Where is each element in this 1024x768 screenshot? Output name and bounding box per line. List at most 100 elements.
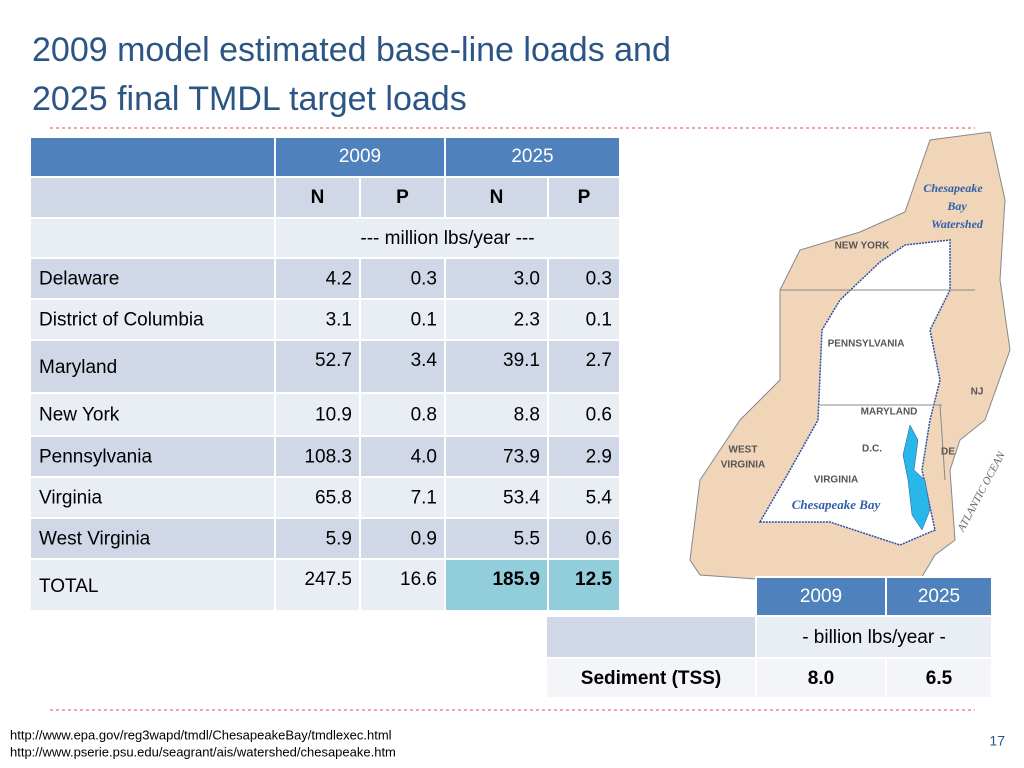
table-value: 3.0 [514,269,540,290]
table-value: 10.9 [315,405,352,426]
state-line [939,404,946,481]
bay [902,424,931,531]
table-cell [444,298,549,341]
table-value: 6.5 [926,668,953,689]
table-cell [444,136,621,178]
table-value: 0.1 [411,310,437,331]
map-label: DE [941,447,955,458]
table-cell [547,176,621,219]
table-value: 2.3 [514,310,540,331]
footer-link[interactable]: http://www.pserie.psu.edu/seagrant/ais/w… [10,744,396,759]
table-cell [29,558,276,612]
table-cell [274,217,621,259]
row-label: Maryland [39,357,117,378]
row-label: Pennsylvania [39,447,152,468]
map-label: VIRGINIA [721,460,765,471]
column-header: 2025 [511,146,553,167]
table-cell [444,176,549,219]
table-cell [29,176,276,219]
table-value: 108.3 [304,447,352,468]
table-value: 3.1 [326,310,352,331]
table-cell [444,558,549,612]
column-header: 2009 [339,146,381,167]
map-label: VIRGINIA [814,475,858,486]
table-cell [29,298,276,341]
table-cell [547,298,621,341]
table-value: 0.1 [586,310,612,331]
map-label: ATLANTIC OCEAN [955,449,1008,534]
table-value: 185.9 [492,569,540,590]
map-label: Bay [946,199,967,213]
table-cell [359,176,446,219]
table-cell [547,339,621,394]
table-cell [444,517,549,560]
table-value: 0.6 [586,529,612,550]
sub-header: P [578,187,591,208]
table-cell [29,217,276,259]
column-header: 2025 [918,586,960,607]
map-label: NEW YORK [835,241,891,252]
sub-header: N [490,187,504,208]
table-cell [547,558,621,612]
row-label: Sediment (TSS) [581,668,721,689]
table-cell [29,136,276,178]
table-value: 0.8 [411,405,437,426]
table-cell [359,298,446,341]
table-cell [547,257,621,300]
table-value: 5.9 [326,529,352,550]
table-cell [274,435,361,478]
table-cell [755,657,887,699]
table-value: 4.2 [326,269,352,290]
table-value: 0.3 [411,269,437,290]
row-label: Virginia [39,488,102,509]
row-label: Delaware [39,269,119,290]
table-cell [547,476,621,519]
map-label: WEST [729,445,758,456]
table-value: 5.4 [586,488,613,509]
table-value: 0.9 [411,529,437,550]
title-line: 2025 final TMDL target loads [32,80,467,118]
footer-link[interactable]: http://www.epa.gov/reg3wapd/tmdl/Chesape… [10,727,392,742]
table-cell [29,392,276,437]
map-label: D.C. [862,444,882,455]
units: --- million lbs/year --- [360,228,534,249]
page-number: 17 [989,733,1005,749]
table-value: 3.4 [411,350,438,371]
map-label: MARYLAND [861,407,918,418]
map-label: Chesapeake Bay [792,497,881,512]
title-line: 2009 model estimated base-line loads and [32,31,671,69]
table-cell [359,476,446,519]
table-value: 16.6 [400,569,437,590]
table-cell [755,615,993,659]
map-label: Chesapeake [923,181,983,195]
table-cell [274,392,361,437]
units: - billion lbs/year - [802,627,946,648]
column-header: 2009 [800,586,842,607]
table-value: 73.9 [503,447,540,468]
table-value: 2.7 [586,350,612,371]
table-value: 5.5 [514,529,540,550]
map-label: NJ [971,387,984,398]
table-cell [274,257,361,300]
table-value: 53.4 [503,488,540,509]
row-label: New York [39,405,120,426]
table-value: 2.9 [586,447,612,468]
table-cell [444,339,549,394]
row-label: West Virginia [39,529,151,550]
table-value: 8.0 [808,668,834,689]
sub-header: P [396,187,409,208]
table-cell [444,476,549,519]
table-value: 52.7 [315,350,352,371]
table-cell [274,136,446,178]
table-value: 4.0 [411,447,437,468]
row-label: District of Columbia [39,310,204,331]
table-value: 0.6 [586,405,612,426]
table-cell [545,615,757,659]
table-cell [755,576,887,617]
sub-header: N [311,187,325,208]
table-cell [444,257,549,300]
map [689,131,1011,581]
table-cell [274,339,361,394]
table-cell [547,517,621,560]
